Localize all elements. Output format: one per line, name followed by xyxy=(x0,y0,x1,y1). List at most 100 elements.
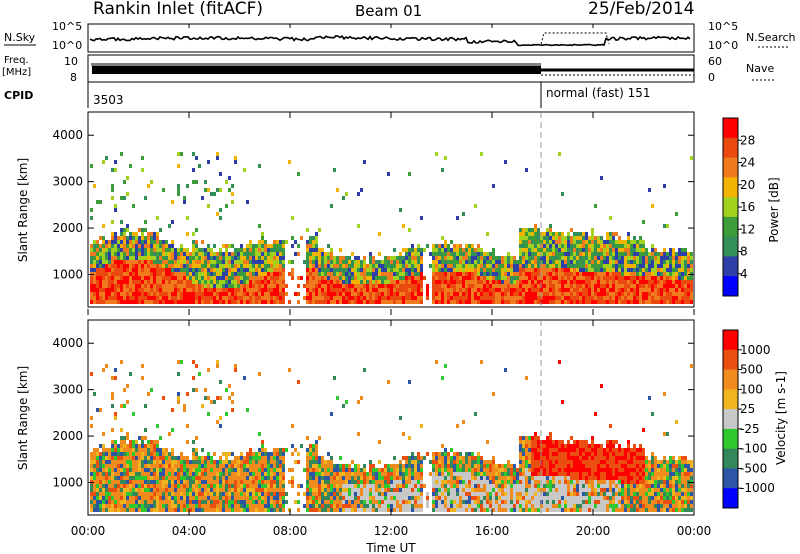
power-cell xyxy=(264,300,267,304)
power-cell xyxy=(342,284,345,288)
power-cell xyxy=(339,256,342,260)
power-cell xyxy=(372,268,375,272)
power-cell xyxy=(687,296,690,300)
velocity-cell xyxy=(102,488,105,492)
power-cell xyxy=(132,280,135,284)
power-cell xyxy=(474,292,477,296)
velocity-cell xyxy=(99,456,102,460)
velocity-cell xyxy=(189,460,192,464)
power-cell xyxy=(471,280,474,284)
velocity-cell xyxy=(348,492,351,496)
velocity-cell xyxy=(219,472,222,476)
power-cell xyxy=(123,272,126,276)
power-cell xyxy=(273,264,276,268)
velocity-cell xyxy=(318,456,321,460)
power-cell xyxy=(102,248,105,252)
power-cell xyxy=(180,296,183,300)
velocity-cell xyxy=(252,496,255,500)
velocity-cell xyxy=(297,500,300,504)
power-cell xyxy=(690,284,693,288)
velocity-cell xyxy=(261,508,264,512)
power-cell xyxy=(126,244,129,248)
power-cell xyxy=(351,284,354,288)
velocity-cell xyxy=(309,480,312,484)
power-cell xyxy=(411,248,414,252)
power-cell xyxy=(660,264,663,268)
power-cell xyxy=(312,300,315,304)
power-cell xyxy=(264,260,267,264)
power-cell xyxy=(534,296,537,300)
power-cell xyxy=(99,264,102,268)
power-cell xyxy=(408,272,411,276)
velocity-cell xyxy=(198,504,201,508)
power-cell xyxy=(621,248,624,252)
velocity-cell xyxy=(369,488,372,492)
power-cell xyxy=(663,280,666,284)
power-cell xyxy=(492,292,495,296)
velocity-cell xyxy=(144,480,147,484)
velocity-cell xyxy=(237,500,240,504)
power-cell xyxy=(240,244,243,248)
velocity-cell xyxy=(318,464,321,468)
power-cell xyxy=(135,272,138,276)
power-cell xyxy=(555,236,558,240)
power-cell xyxy=(114,256,117,260)
power-cell xyxy=(150,288,153,292)
power-cell xyxy=(222,296,225,300)
power-cell xyxy=(120,244,123,248)
power-cell xyxy=(345,292,348,296)
velocity-cell xyxy=(222,476,225,480)
power-cell xyxy=(333,260,336,264)
velocity-cell xyxy=(96,508,99,512)
power-cell xyxy=(180,288,183,292)
power-cell xyxy=(285,292,288,296)
power-cell xyxy=(342,300,345,304)
power-cell xyxy=(630,280,633,284)
power-cell xyxy=(279,276,282,280)
power-cell xyxy=(552,236,555,240)
power-cell xyxy=(405,284,408,288)
power-cell xyxy=(621,296,624,300)
velocity-cell xyxy=(195,492,198,496)
power-cell xyxy=(519,292,522,296)
power-cell xyxy=(276,240,279,244)
velocity-cell xyxy=(396,492,399,496)
power-cell xyxy=(591,280,594,284)
power-cell xyxy=(651,248,654,252)
velocity-cell xyxy=(240,468,243,472)
velocity-cell xyxy=(252,452,255,456)
power-cell xyxy=(210,260,213,264)
velocity-cell xyxy=(372,468,375,472)
velocity-cell xyxy=(327,480,330,484)
power-cell xyxy=(129,236,132,240)
velocity-cell xyxy=(342,496,345,500)
power-cell xyxy=(654,300,657,304)
power-cell xyxy=(417,292,420,296)
power-cell xyxy=(171,256,174,260)
velocity-cell xyxy=(312,492,315,496)
velocity-cell xyxy=(420,492,423,496)
velocity-cell xyxy=(96,500,99,504)
velocity-cell xyxy=(426,496,429,500)
power-cell xyxy=(537,296,540,300)
power-cell xyxy=(663,224,666,228)
power-cell xyxy=(231,252,234,256)
velocity-cell xyxy=(126,484,129,488)
velocity-cell xyxy=(456,460,459,464)
power-cell xyxy=(150,244,153,248)
velocity-cell xyxy=(129,480,132,484)
velocity-cell xyxy=(192,480,195,484)
power-cell xyxy=(603,300,606,304)
power-cell xyxy=(297,292,300,296)
power-cell xyxy=(129,288,132,292)
power-cell xyxy=(588,264,591,268)
power-cell xyxy=(459,252,462,256)
velocity-cell xyxy=(345,464,348,468)
velocity-cell xyxy=(198,468,201,472)
velocity-cell xyxy=(102,452,105,456)
power-cell xyxy=(117,272,120,276)
velocity-cell xyxy=(177,492,180,496)
power-cell xyxy=(192,152,195,156)
power-cell xyxy=(573,248,576,252)
velocity-cell xyxy=(441,496,444,500)
